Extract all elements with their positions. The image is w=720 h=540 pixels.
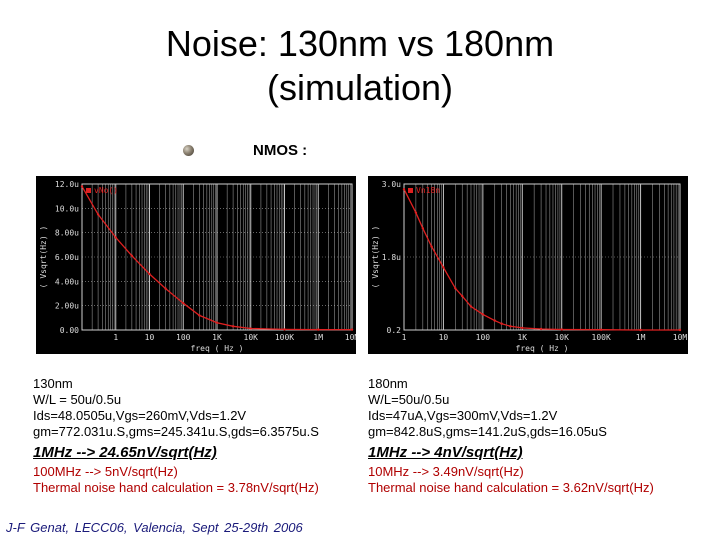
x-tick-label: 100 — [476, 333, 491, 342]
data-point — [421, 227, 425, 230]
chart-130nm: 12.0u 10.0u 8.00u 6.00u 4.00u 2.00u 0.00 1 10 100… — [39, 180, 356, 353]
data-point — [350, 328, 354, 331]
data-point — [283, 328, 286, 331]
data-point — [198, 314, 201, 317]
right-column: 180nm W/L=50u/0.5u Ids=47uA,Vgs=300mV,Vd… — [368, 376, 708, 496]
x-tick-label: 1 — [402, 333, 407, 342]
spec-line: Ids=47uA,Vgs=300mV,Vds=1.2V — [368, 408, 558, 423]
result-130nm: 1MHz --> 24.65nV/sqrt(Hz) — [33, 444, 217, 461]
noise-curve — [403, 188, 680, 331]
data-point — [414, 211, 418, 214]
result-180nm: 1MHz --> 4nV/sqrt(Hz) — [368, 444, 523, 461]
x-tick-label: 10M — [673, 333, 688, 342]
bullet-icon — [183, 145, 194, 156]
title-line-1: Noise: 130nm vs 180nm — [165, 23, 555, 64]
data-point — [461, 294, 464, 298]
title-line-2: (simulation) — [266, 67, 454, 108]
y-tick-label: 6.00u — [55, 253, 79, 262]
data-point — [442, 266, 445, 269]
data-point — [678, 328, 682, 332]
data-point — [215, 321, 219, 324]
x-tick-label: 100 — [176, 333, 191, 342]
y-tick-label: 0.00 — [60, 326, 79, 335]
plot-180nm: 3.0u 1.8u 0.2 1 10 100 1K 10K 100K 1M 10M freq ( Hz… — [368, 176, 688, 354]
x-tick-label: 10M — [345, 333, 356, 342]
x-tick-label: 100K — [592, 333, 611, 342]
spec-line: 180nm — [368, 376, 408, 391]
data-point — [454, 287, 457, 290]
data-point — [599, 328, 603, 331]
noise-curve — [81, 186, 352, 331]
data-point — [509, 325, 512, 328]
footer-text: J-F Genat, LECC06, Valencia, Sept 25-29t… — [6, 520, 303, 535]
left-column: 130nm W/L = 50u/0.5u Ids=48.0505u,Vgs=26… — [33, 376, 373, 496]
data-point — [130, 254, 134, 257]
spec-line: Ids=48.0505u,Vgs=260mV,Vds=1.2V — [33, 408, 247, 423]
x-axis-label: freq ( Hz ) — [516, 344, 569, 353]
legend-label: Vn18n — [416, 186, 440, 195]
legend-swatch — [408, 188, 413, 193]
data-point — [249, 327, 252, 330]
data-point — [493, 319, 496, 322]
spec-line: W/L=50u/0.5u — [368, 392, 450, 407]
legend-label: vNo() — [94, 186, 118, 195]
y-tick-label: 0.2 — [387, 326, 402, 335]
red-note: 100MHz --> 5nV/sqrt(Hz) — [33, 464, 178, 479]
data-point — [80, 185, 84, 188]
data-point — [639, 328, 642, 332]
x-axis-label: freq ( Hz ) — [191, 344, 244, 353]
y-axis-label: ( Vsqrt(Hz) ) — [371, 226, 380, 289]
data-point — [148, 272, 151, 276]
data-point — [481, 313, 485, 316]
x-tick-label: 1M — [313, 333, 323, 342]
chart-180nm: 3.0u 1.8u 0.21 10 100 1K 10K 100K 1M 10M freq ( Hz… — [371, 180, 688, 353]
data-point — [539, 327, 543, 331]
x-tick-label: 10K — [554, 333, 569, 342]
data-point — [430, 245, 433, 248]
red-note: Thermal noise hand calculation = 3.62nV/… — [368, 480, 654, 495]
data-point — [231, 325, 235, 328]
x-tick-label: 10K — [244, 333, 259, 342]
data-point — [96, 213, 100, 216]
y-tick-label: 1.8u — [382, 253, 401, 262]
x-tick-label: 1M — [636, 333, 646, 342]
x-tick-label: 100K — [275, 333, 294, 342]
spec-line: gm=842.8uS,gms=141.2uS,gds=16.05uS — [368, 424, 607, 439]
y-tick-label: 3.0u — [382, 180, 401, 189]
data-point — [182, 302, 185, 305]
data-point — [500, 322, 503, 325]
data-point — [317, 328, 320, 331]
x-tick-label: 1K — [212, 333, 222, 342]
plot-130nm: 12.0u 10.0u 8.00u 6.00u 4.00u 2.00u 0.00 1 10 100… — [36, 176, 356, 354]
data-point — [521, 326, 524, 330]
y-tick-label: 8.00u — [55, 229, 79, 238]
slide-title: Noise: 130nm vs 180nm (simulation) — [0, 22, 720, 110]
y-tick-label: 12.0u — [55, 180, 79, 189]
y-axis-label: ( Vsqrt(Hz) ) — [39, 226, 48, 289]
data-point — [114, 236, 117, 239]
y-tick-label: 4.00u — [55, 277, 79, 286]
x-tick-label: 1K — [517, 333, 527, 342]
section-label: NMOS : — [253, 142, 308, 159]
spec-line: 130nm — [33, 376, 73, 391]
x-tick-label: 10 — [439, 333, 449, 342]
data-point — [469, 305, 473, 308]
x-tick-label: 1 — [113, 333, 118, 342]
data-point — [560, 328, 563, 331]
y-tick-label: 2.00u — [55, 302, 79, 311]
y-tick-label: 10.0u — [55, 204, 79, 213]
red-note: 10MHz --> 3.49nV/sqrt(Hz) — [368, 464, 524, 479]
legend-swatch — [86, 188, 91, 193]
data-point — [164, 287, 167, 290]
red-note: Thermal noise hand calculation = 3.78nV/… — [33, 480, 319, 495]
spec-line: W/L = 50u/0.5u — [33, 392, 122, 407]
x-tick-label: 10 — [145, 333, 155, 342]
data-point — [402, 188, 406, 191]
spec-line: gm=772.031u.S,gms=245.341u.S,gds=6.3575u… — [33, 424, 319, 439]
